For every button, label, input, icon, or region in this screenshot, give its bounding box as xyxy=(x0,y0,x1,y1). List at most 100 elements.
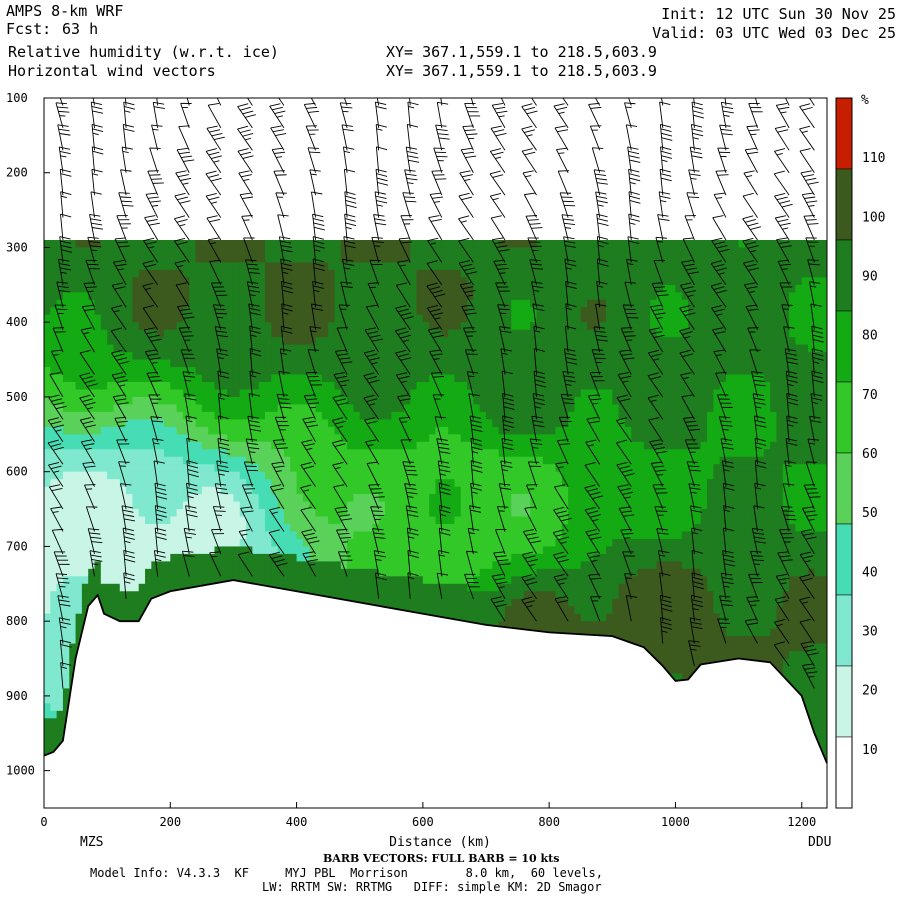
rh-cell xyxy=(486,411,493,420)
rh-cell xyxy=(214,419,222,428)
rh-cell xyxy=(441,449,449,458)
rh-cell xyxy=(107,583,115,592)
rh-cell xyxy=(233,464,241,473)
rh-cell xyxy=(347,583,355,592)
rh-cell xyxy=(391,374,399,383)
rh-cell xyxy=(359,516,367,525)
rh-cell xyxy=(473,441,481,450)
rh-cell xyxy=(498,591,506,600)
rh-cell xyxy=(277,329,285,338)
rh-cell xyxy=(568,606,576,615)
rh-cell xyxy=(340,501,348,510)
rh-cell xyxy=(151,307,159,316)
rh-cell xyxy=(132,404,140,413)
rh-cell xyxy=(321,538,329,548)
rh-cell xyxy=(227,329,235,338)
rh-cell xyxy=(340,411,348,420)
rh-cell xyxy=(195,441,203,450)
rh-cell xyxy=(138,337,146,346)
rh-cell xyxy=(201,464,209,473)
rh-cell xyxy=(220,411,228,420)
rh-cell xyxy=(612,441,620,450)
rh-cell xyxy=(561,292,569,301)
rh-cell xyxy=(258,329,266,338)
rh-cell xyxy=(561,449,569,458)
rh-cell xyxy=(479,606,487,615)
rh-cell xyxy=(252,389,260,398)
rh-cell xyxy=(145,352,152,361)
rh-cell xyxy=(422,277,430,286)
rh-cell xyxy=(265,254,272,264)
rh-cell xyxy=(599,359,607,368)
rh-cell xyxy=(542,441,550,450)
rh-cell xyxy=(612,501,620,510)
rh-cell xyxy=(530,553,538,562)
rh-cell xyxy=(239,374,247,383)
rh-cell xyxy=(233,553,241,562)
rh-cell xyxy=(233,509,241,518)
rh-cell xyxy=(523,531,531,540)
rh-cell xyxy=(517,509,525,518)
rh-cell xyxy=(612,561,620,570)
rh-cell xyxy=(81,553,89,562)
rh-cell xyxy=(492,613,500,622)
rh-cell xyxy=(252,546,260,555)
rh-cell xyxy=(372,254,380,264)
rh-cell xyxy=(347,307,355,316)
rh-cell xyxy=(467,576,474,585)
rh-cell xyxy=(631,591,639,600)
rh-cell xyxy=(511,553,519,562)
rh-cell xyxy=(302,471,310,480)
rh-cell xyxy=(252,322,260,331)
rh-cell xyxy=(94,553,102,562)
rh-cell xyxy=(454,404,462,413)
rh-cell xyxy=(62,329,70,338)
rh-cell xyxy=(81,524,89,533)
rh-cell xyxy=(195,382,203,391)
rh-cell xyxy=(486,441,493,450)
rh-cell xyxy=(353,501,361,510)
rh-cell xyxy=(132,352,140,361)
rh-cell xyxy=(574,396,582,406)
rh-cell xyxy=(359,307,367,316)
rh-cell xyxy=(126,494,134,503)
rh-cell xyxy=(252,524,260,533)
rh-cell xyxy=(599,441,607,450)
rh-cell xyxy=(486,404,493,413)
rh-cell xyxy=(75,636,83,645)
rh-cell xyxy=(283,553,291,562)
rh-cell xyxy=(473,299,481,308)
rh-cell xyxy=(252,367,260,376)
rh-cell xyxy=(561,262,569,271)
rh-cell xyxy=(416,576,424,585)
rh-cell xyxy=(479,411,487,420)
rh-cell xyxy=(56,284,64,293)
rh-cell xyxy=(214,479,222,488)
rh-cell xyxy=(574,583,582,592)
rh-cell xyxy=(486,576,493,585)
rh-cell xyxy=(271,568,279,577)
rh-cell xyxy=(580,247,588,256)
rh-cell xyxy=(422,449,430,458)
rh-cell xyxy=(429,441,437,450)
rh-cell xyxy=(353,269,361,278)
rh-cell xyxy=(429,553,437,562)
rh-cell xyxy=(593,516,601,525)
rh-cell xyxy=(587,240,594,249)
rh-cell xyxy=(163,314,171,323)
rh-cell xyxy=(454,262,462,271)
rh-cell xyxy=(454,322,462,331)
rh-cell xyxy=(75,606,83,615)
rh-cell xyxy=(372,501,380,510)
rh-cell xyxy=(574,382,582,391)
rh-cell xyxy=(233,389,241,398)
rh-cell xyxy=(448,359,456,368)
rh-cell xyxy=(511,561,519,570)
rh-cell xyxy=(441,538,449,548)
rh-cell xyxy=(384,553,392,562)
rh-cell xyxy=(50,262,58,271)
rh-cell xyxy=(637,464,645,473)
rh-cell xyxy=(384,292,392,301)
rh-cell xyxy=(75,344,83,353)
rh-cell xyxy=(151,314,159,323)
